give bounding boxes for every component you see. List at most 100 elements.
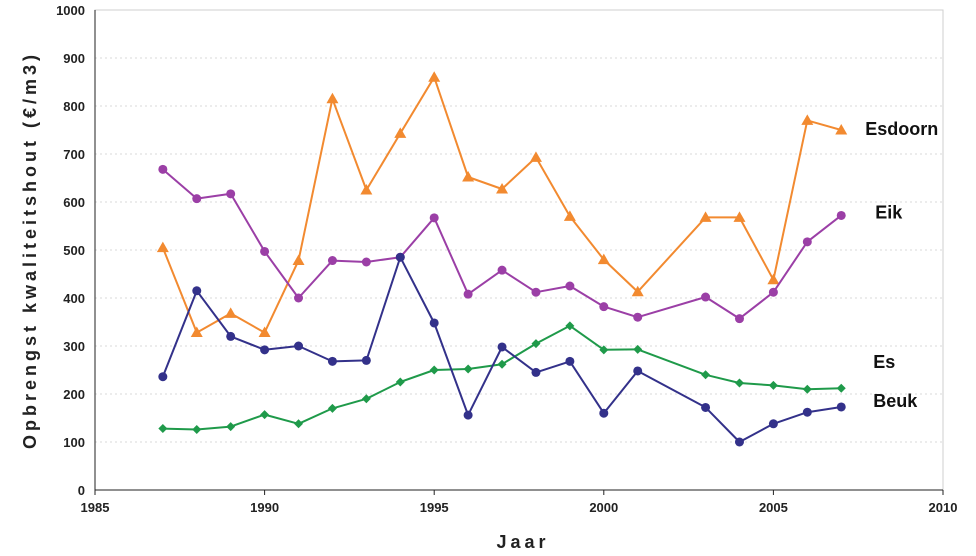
data-point <box>260 410 270 420</box>
data-point <box>156 241 169 253</box>
data-point <box>597 253 610 265</box>
data-point <box>836 402 846 412</box>
series-label-beuk: Beuk <box>873 391 918 411</box>
data-point <box>565 356 575 366</box>
data-point <box>327 356 337 366</box>
data-point <box>699 211 712 222</box>
data-point <box>294 341 304 351</box>
data-point <box>226 422 236 432</box>
y-tick-label: 200 <box>63 387 85 402</box>
y-axis-title: Opbrengst kwaliteitshout (€/m3) <box>20 51 40 449</box>
data-point <box>531 287 541 297</box>
data-point <box>802 384 812 394</box>
data-point <box>565 321 575 331</box>
data-point <box>836 383 846 393</box>
y-tick-label: 100 <box>63 435 85 450</box>
series-line <box>162 168 842 320</box>
data-point <box>767 273 780 285</box>
y-tick-label: 900 <box>63 51 85 66</box>
series-layer <box>156 71 848 447</box>
data-point <box>192 194 202 204</box>
data-point <box>599 345 609 355</box>
data-point <box>192 425 202 435</box>
data-point <box>294 419 304 429</box>
data-point <box>258 326 271 338</box>
data-point <box>563 210 576 221</box>
data-point <box>599 302 609 312</box>
data-point <box>361 355 371 365</box>
data-point <box>497 359 507 369</box>
series-line <box>161 76 842 334</box>
data-point <box>497 342 507 352</box>
x-tick-label: 2000 <box>589 500 618 515</box>
data-point <box>734 378 744 388</box>
series-line <box>161 256 842 443</box>
data-point <box>633 344 643 354</box>
data-point <box>631 285 644 297</box>
data-point <box>633 366 643 376</box>
y-tick-label: 1000 <box>56 3 85 18</box>
data-point <box>768 380 778 390</box>
data-point <box>835 124 848 135</box>
x-tick-label: 1995 <box>420 500 449 515</box>
data-point <box>224 307 237 318</box>
series-esdoorn <box>156 71 848 338</box>
data-point <box>428 71 441 82</box>
data-point <box>158 424 168 434</box>
data-point <box>496 183 509 194</box>
data-point <box>733 211 746 222</box>
y-tick-label: 400 <box>63 291 85 306</box>
x-tick-label: 2010 <box>929 500 958 515</box>
data-point <box>326 92 339 104</box>
x-axis-title: Jaar <box>496 532 549 552</box>
data-point <box>701 370 711 380</box>
data-point <box>497 265 507 275</box>
series-eik <box>158 164 846 324</box>
data-point <box>531 367 541 377</box>
data-point <box>327 403 337 413</box>
y-tick-label: 500 <box>63 243 85 258</box>
data-point <box>463 410 473 420</box>
x-tick-label: 2005 <box>759 500 788 515</box>
data-point <box>801 114 814 125</box>
data-point <box>158 372 168 382</box>
data-point <box>529 151 542 162</box>
data-point <box>633 312 643 322</box>
data-point <box>462 171 475 182</box>
series-beuk <box>158 252 846 447</box>
data-point <box>734 437 744 447</box>
series-label-eik: Eik <box>875 202 903 222</box>
data-point <box>701 402 711 412</box>
series-es <box>158 321 846 435</box>
data-point <box>158 164 168 174</box>
data-point <box>394 127 407 138</box>
data-point <box>734 314 744 324</box>
data-point <box>190 326 203 338</box>
y-tick-label: 700 <box>63 147 85 162</box>
data-point <box>768 287 778 297</box>
data-point <box>395 377 405 387</box>
data-point <box>429 365 439 375</box>
data-point <box>260 345 270 355</box>
y-tick-label: 800 <box>63 99 85 114</box>
data-point <box>701 292 711 302</box>
data-point <box>395 252 405 262</box>
y-tick-label: 600 <box>63 195 85 210</box>
data-point <box>429 318 439 328</box>
data-point <box>463 364 473 374</box>
data-point <box>463 289 473 299</box>
data-point <box>802 407 812 417</box>
data-point <box>361 394 371 404</box>
series-label-es: Es <box>873 352 895 372</box>
data-point <box>226 189 236 199</box>
data-point <box>294 293 304 303</box>
data-point <box>327 256 337 266</box>
data-point <box>429 213 439 223</box>
y-tick-label: 300 <box>63 339 85 354</box>
x-tick-labels: 1985 1990 1995 2000 2005 2010 <box>81 490 958 515</box>
data-point <box>802 237 812 247</box>
data-point <box>768 419 778 429</box>
y-tick-labels: 0 100 200 300 400 500 600 700 800 900 1000 <box>56 3 85 498</box>
x-tick-label: 1990 <box>250 500 279 515</box>
